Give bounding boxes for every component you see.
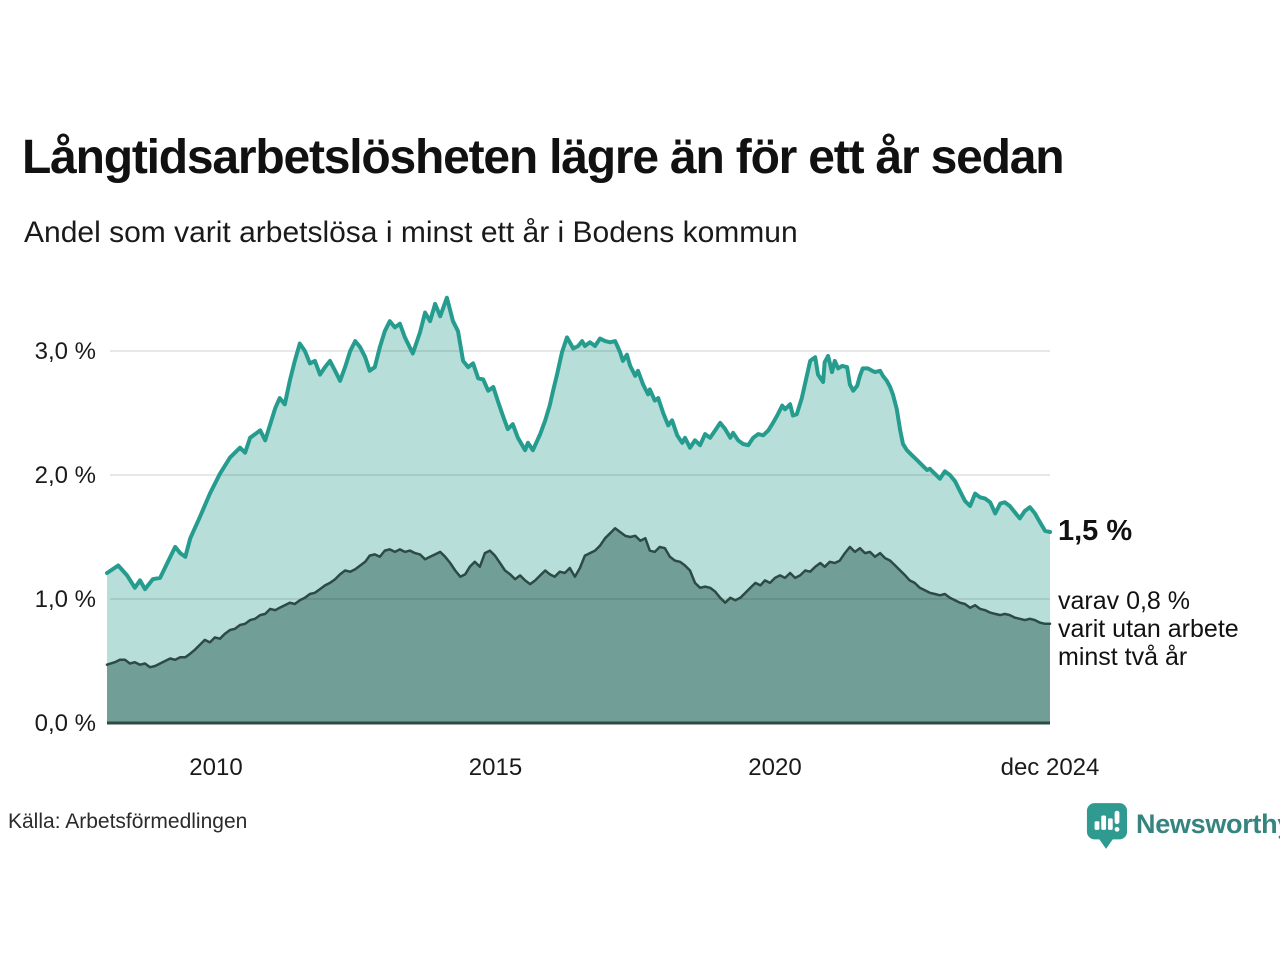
newsworthy-wordmark: Newsworthy: [1136, 809, 1280, 839]
page-subtitle: Andel som varit arbetslösa i minst ett å…: [24, 216, 798, 249]
y-tick-label: 2,0 %: [35, 462, 96, 489]
page-title: Långtidsarbetslösheten lägre än för ett …: [22, 131, 1065, 184]
y-tick-label: 0,0 %: [35, 710, 96, 737]
bar-chart-speech-bubble-icon: [1086, 803, 1128, 849]
x-tick-label: 2015: [469, 754, 522, 781]
x-tick-label: 2020: [748, 754, 801, 781]
source-label: Källa: Arbetsförmedlingen: [8, 810, 248, 833]
line-series-2: [105, 527, 1052, 669]
y-tick-label: 3,0 %: [35, 338, 96, 365]
two-year-note-label: varav 0,8 % varit utan arbete minst två …: [1058, 587, 1239, 671]
newsworthy-brand: Newsworthy: [1086, 802, 1280, 850]
y-tick-label: 1,0 %: [35, 586, 96, 613]
area-series-2: [107, 528, 1050, 723]
latest-value-label: 1,5 %: [1058, 515, 1133, 547]
x-tick-label: dec 2024: [1001, 754, 1100, 781]
line-series-1: [105, 295, 1052, 592]
x-tick-label: 2010: [189, 754, 242, 781]
